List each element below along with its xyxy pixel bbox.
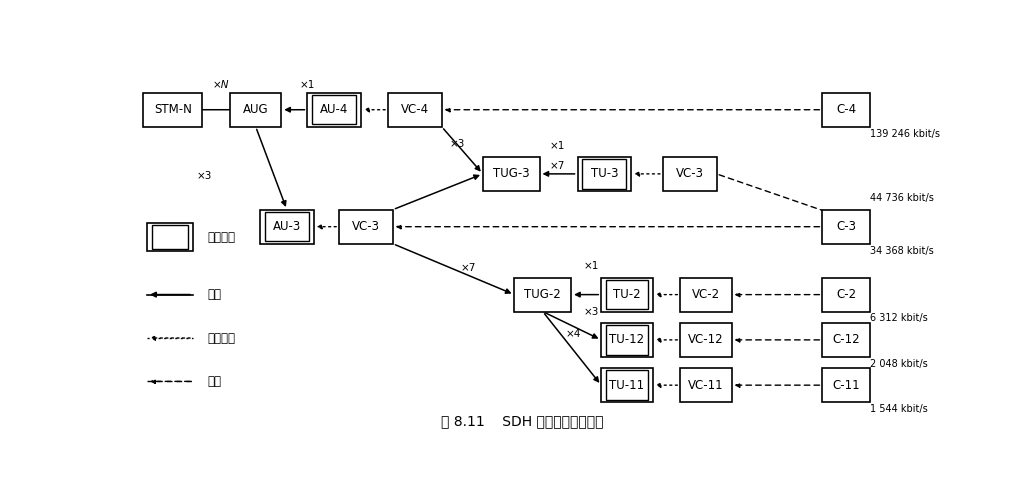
Bar (483, 157, 540, 191)
Text: C-3: C-3 (836, 220, 856, 233)
Text: 139 246 kbit/s: 139 246 kbit/s (869, 128, 940, 139)
Text: TU-11: TU-11 (609, 379, 644, 392)
Text: 6 312 kbit/s: 6 312 kbit/s (869, 314, 927, 323)
Text: TU-12: TU-12 (609, 333, 644, 346)
Bar (515, 278, 572, 312)
Bar (601, 278, 652, 312)
Text: 映射: 映射 (207, 375, 221, 388)
Bar (230, 93, 281, 127)
Text: C-11: C-11 (833, 379, 860, 392)
Bar (339, 210, 392, 244)
Text: ×7: ×7 (550, 161, 566, 172)
Bar (662, 157, 716, 191)
Bar (147, 223, 193, 251)
Text: 44 736 kbit/s: 44 736 kbit/s (869, 193, 933, 203)
Text: 指针处理: 指针处理 (207, 231, 235, 244)
Bar (606, 370, 648, 400)
Text: STM-N: STM-N (154, 103, 192, 116)
Text: 34 368 kbit/s: 34 368 kbit/s (869, 245, 933, 256)
Bar (312, 95, 357, 124)
Text: VC-3: VC-3 (352, 220, 380, 233)
Text: TUG-3: TUG-3 (493, 168, 530, 180)
Bar (681, 278, 732, 312)
Bar (822, 93, 869, 127)
Text: ×3: ×3 (449, 139, 465, 148)
Text: ×N: ×N (213, 80, 229, 90)
Text: ×1: ×1 (550, 141, 566, 150)
Text: AU-4: AU-4 (320, 103, 348, 116)
Text: VC-4: VC-4 (400, 103, 429, 116)
Bar (606, 325, 648, 355)
Text: VC-2: VC-2 (692, 288, 719, 301)
Bar (822, 278, 869, 312)
Bar (601, 323, 652, 357)
Text: 定位校准: 定位校准 (207, 332, 235, 344)
Bar (822, 323, 869, 357)
Bar (601, 368, 652, 402)
Text: ×7: ×7 (461, 263, 476, 273)
Text: ×3: ×3 (197, 171, 212, 181)
Bar (822, 210, 869, 244)
Bar (152, 225, 189, 249)
Bar (143, 93, 203, 127)
Text: ×4: ×4 (566, 329, 581, 339)
Text: TU-2: TU-2 (613, 288, 641, 301)
Text: ×1: ×1 (300, 80, 315, 90)
Text: VC-3: VC-3 (676, 168, 704, 180)
Bar (388, 93, 441, 127)
Bar (681, 368, 732, 402)
Text: TU-3: TU-3 (591, 168, 619, 180)
Text: 图 8.11    SDH 通用复用映射结构: 图 8.11 SDH 通用复用映射结构 (441, 415, 603, 429)
Bar (578, 157, 631, 191)
Text: VC-12: VC-12 (688, 333, 723, 346)
Text: 2 048 kbit/s: 2 048 kbit/s (869, 359, 927, 369)
Bar (582, 159, 627, 189)
Text: 复用: 复用 (207, 288, 221, 301)
Text: TUG-2: TUG-2 (525, 288, 561, 301)
Text: AUG: AUG (243, 103, 269, 116)
Text: C-12: C-12 (833, 333, 860, 346)
Bar (606, 280, 648, 309)
Bar (822, 368, 869, 402)
Text: ×1: ×1 (584, 261, 599, 271)
Bar (265, 212, 309, 242)
Bar (260, 210, 314, 244)
Text: VC-11: VC-11 (688, 379, 723, 392)
Text: ×3: ×3 (584, 307, 599, 317)
Text: 1 544 kbit/s: 1 544 kbit/s (869, 404, 927, 414)
Text: C-2: C-2 (836, 288, 856, 301)
Bar (681, 323, 732, 357)
Text: C-4: C-4 (836, 103, 856, 116)
Text: AU-3: AU-3 (273, 220, 301, 233)
Bar (308, 93, 361, 127)
